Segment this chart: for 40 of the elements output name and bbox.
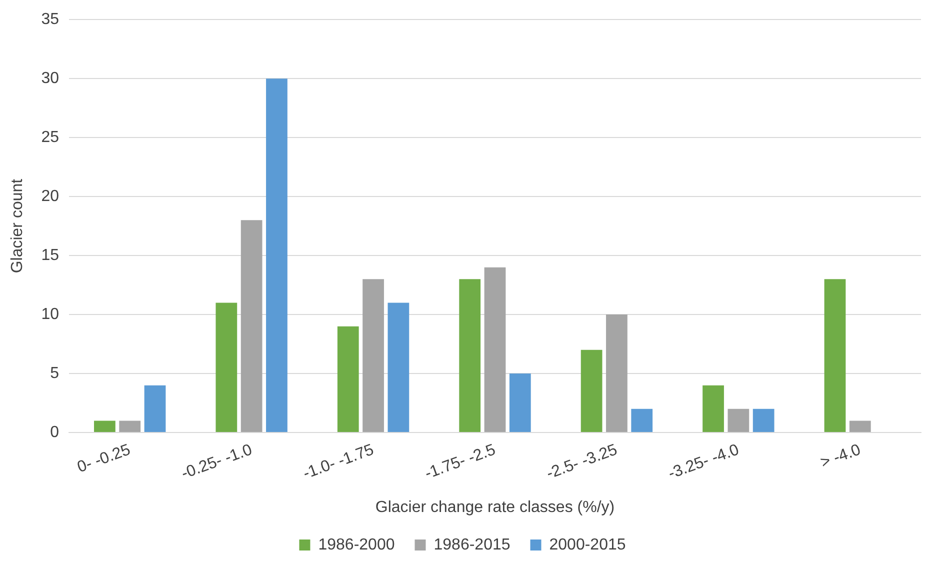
legend-label: 1986-2015 — [434, 536, 510, 554]
x-tick-label: -0.25- -1.0 — [179, 441, 255, 483]
bar — [849, 420, 871, 432]
bar — [240, 220, 262, 432]
legend-label: 1986-2000 — [318, 536, 395, 554]
bar — [216, 302, 238, 432]
bar — [459, 279, 481, 432]
bar — [94, 420, 116, 432]
bar — [631, 408, 653, 432]
bar — [606, 314, 628, 432]
x-axis-title: Glacier change rate classes (%/y) — [375, 498, 615, 516]
y-tick-label: 5 — [50, 364, 60, 382]
x-tick-label: -2.5- -3.25 — [544, 441, 620, 483]
bar — [509, 374, 531, 432]
y-tick-label: 35 — [41, 11, 60, 28]
x-tick-label: -1.0- -1.75 — [301, 441, 376, 483]
x-tick-label: -1.75- -2.5 — [422, 441, 498, 483]
y-tick-label: 25 — [41, 128, 60, 146]
x-tick-label: 0- -0.25 — [75, 441, 133, 476]
y-tick-label: 15 — [41, 246, 60, 264]
bar — [337, 326, 359, 432]
bar — [484, 267, 506, 432]
bar — [388, 302, 410, 432]
x-tick-label: > -4.0 — [818, 441, 864, 472]
bar — [144, 385, 166, 432]
y-tick-label: 0 — [50, 424, 60, 441]
y-axis-title: Glacier count — [9, 178, 26, 274]
bar — [824, 279, 846, 432]
y-tick-label: 20 — [41, 188, 60, 205]
bar — [728, 408, 750, 432]
legend-label: 2000-2015 — [549, 536, 626, 554]
bar — [119, 420, 141, 432]
bar — [362, 279, 384, 432]
bar — [266, 78, 288, 432]
bar — [702, 385, 724, 432]
x-tick-label: -3.25- -4.0 — [666, 441, 742, 483]
y-tick-label: 10 — [41, 306, 60, 323]
bar — [580, 350, 602, 432]
bar — [752, 408, 774, 432]
y-tick-label: 30 — [41, 70, 60, 87]
